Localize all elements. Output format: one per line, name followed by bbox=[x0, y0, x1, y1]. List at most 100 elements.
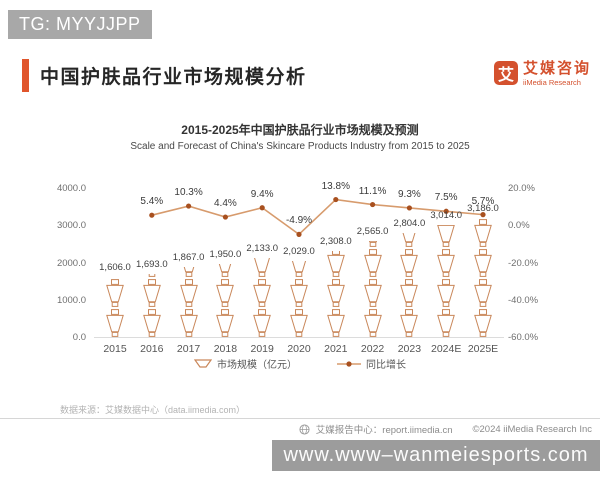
legend-item-market-size: 市场规模（亿元） bbox=[194, 356, 297, 371]
chart-subtitle: Scale and Forecast of China's Skincare P… bbox=[130, 141, 470, 152]
bar-2018 bbox=[213, 264, 237, 337]
bar-2016 bbox=[140, 273, 164, 337]
legend-label: 市场规模（亿元） bbox=[217, 360, 297, 371]
bottle-pictogram bbox=[254, 257, 271, 277]
x-axis-baseline bbox=[94, 337, 504, 338]
bottle-pictogram bbox=[363, 279, 382, 307]
bar-2017 bbox=[177, 267, 201, 337]
bottle-pictogram bbox=[400, 249, 419, 277]
bottle-pictogram bbox=[106, 309, 124, 337]
y-axis-tick-left: 4000.0 bbox=[56, 183, 86, 194]
growth-value-label: 10.3% bbox=[174, 187, 203, 199]
bottle-pictogram bbox=[219, 264, 232, 277]
bottle-pictogram bbox=[474, 279, 492, 307]
bottle-icon bbox=[194, 358, 212, 368]
x-axis-label: 2019 bbox=[250, 343, 274, 355]
y-axis-tick-right: 20.0% bbox=[508, 183, 535, 194]
bottle-pictogram bbox=[437, 309, 456, 337]
y-axis-tick-right: -60.0% bbox=[508, 332, 539, 343]
bottle-pictogram bbox=[148, 273, 156, 277]
bottle-pictogram bbox=[142, 279, 161, 307]
y-axis-tick-right: -20.0% bbox=[508, 257, 539, 269]
iimedia-logo: 艾 艾媒咨询 iiMedia Research bbox=[494, 61, 591, 87]
bottle-pictogram bbox=[216, 309, 235, 337]
x-axis-label: 2018 bbox=[213, 343, 238, 355]
bottle-pictogram bbox=[400, 279, 419, 307]
globe-icon bbox=[299, 423, 310, 435]
telegram-watermark: TG: MYYJJPP bbox=[8, 10, 152, 39]
bottle-pictogram bbox=[363, 309, 382, 337]
growth-value-label: 5.7% bbox=[471, 195, 495, 207]
bar-2022 bbox=[361, 241, 385, 337]
growth-value-label: 9.3% bbox=[397, 188, 421, 200]
bar-value-label: 2,029.0 bbox=[283, 246, 315, 258]
legend-label: 同比增长 bbox=[366, 360, 406, 371]
bottle-pictogram bbox=[400, 309, 419, 337]
bottle-pictogram bbox=[437, 249, 456, 277]
growth-value-label: 11.1% bbox=[358, 185, 387, 197]
bar-value-label: 1,867.0 bbox=[172, 252, 205, 264]
y-axis-tick-right: 0.0% bbox=[508, 220, 530, 232]
x-axis-label: 2020 bbox=[287, 343, 311, 355]
bottle-pictogram bbox=[326, 309, 345, 337]
chart-legend: 市场规模（亿元） 同比增长 bbox=[0, 356, 600, 371]
bottle-pictogram bbox=[179, 309, 198, 337]
bottle-pictogram bbox=[474, 249, 492, 277]
bar-value-label: 1,606.0 bbox=[99, 262, 131, 274]
growth-value-label: 13.8% bbox=[321, 180, 350, 192]
bottle-pictogram bbox=[363, 249, 382, 277]
x-axis-label: 2023 bbox=[397, 343, 422, 355]
bottle-pictogram bbox=[474, 309, 492, 337]
bar-2019 bbox=[250, 257, 274, 337]
legend-item-yoy-growth: 同比增长 bbox=[337, 356, 406, 371]
bar-2021 bbox=[324, 251, 348, 337]
iimedia-logo-icon: 艾 bbox=[494, 61, 518, 85]
bottle-pictogram bbox=[290, 279, 308, 307]
y-axis-tick-left: 1000.0 bbox=[56, 294, 86, 306]
growth-value-label: 7.5% bbox=[434, 192, 458, 204]
iimedia-logo-name-cn: 艾媒咨询 bbox=[523, 60, 592, 77]
copyright-text: ©2024 iiMedia Research Inc bbox=[472, 423, 592, 435]
bottle-pictogram bbox=[290, 309, 308, 337]
bottle-pictogram bbox=[106, 279, 124, 307]
bar-value-label: 1,693.0 bbox=[135, 258, 168, 270]
x-axis-label: 2015 bbox=[103, 343, 127, 355]
bottle-pictogram bbox=[216, 279, 235, 307]
bar-2015 bbox=[103, 277, 127, 337]
title-accent-bar bbox=[22, 59, 29, 92]
bar-2020 bbox=[287, 261, 311, 337]
x-axis-label: 2025E bbox=[467, 343, 499, 355]
x-axis-label: 2016 bbox=[140, 343, 164, 355]
chart-title: 2015-2025年中国护肤品行业市场规模及预测 bbox=[181, 123, 419, 137]
footer-divider bbox=[0, 418, 600, 419]
bottle-pictogram bbox=[474, 219, 492, 247]
footer: 艾媒报告中心：report.iimedia.cn ©2024 iiMedia R… bbox=[299, 422, 592, 436]
bar-2023 bbox=[397, 232, 421, 337]
bar-value-label: 1,950.0 bbox=[209, 249, 242, 261]
data-source-note: 数据来源：艾媒数据中心（data.iimedia.com） bbox=[60, 405, 246, 415]
bottle-pictogram bbox=[326, 251, 345, 277]
x-axis-label: 2021 bbox=[324, 343, 348, 355]
bottle-pictogram bbox=[326, 279, 345, 307]
bottle-pictogram bbox=[253, 279, 272, 307]
bottle-pictogram bbox=[368, 241, 377, 247]
y-axis-tick-right: -40.0% bbox=[508, 294, 539, 306]
growth-value-label: -4.9% bbox=[285, 215, 313, 227]
bar-value-label: 2,308.0 bbox=[319, 236, 352, 248]
y-axis-tick-left: 2000.0 bbox=[56, 257, 86, 269]
report-center-link[interactable]: 艾媒报告中心：report.iimedia.cn bbox=[315, 425, 453, 436]
x-axis-label: 2024E bbox=[431, 343, 462, 355]
bar-value-label: 2,133.0 bbox=[246, 242, 279, 254]
bar-2025E bbox=[471, 218, 495, 337]
bottle-pictogram bbox=[253, 309, 272, 337]
page-title: 中国护肤品行业市场规模分析 bbox=[40, 67, 307, 88]
growth-value-label: 9.4% bbox=[250, 188, 274, 200]
bar-2024E bbox=[434, 224, 458, 337]
bottle-pictogram bbox=[292, 261, 306, 277]
bottle-pictogram bbox=[179, 279, 198, 307]
y-axis-tick-left: 3000.0 bbox=[56, 220, 86, 232]
x-axis-label: 2017 bbox=[176, 343, 201, 355]
x-axis-label: 2022 bbox=[360, 343, 385, 355]
bottle-pictogram bbox=[142, 309, 161, 337]
